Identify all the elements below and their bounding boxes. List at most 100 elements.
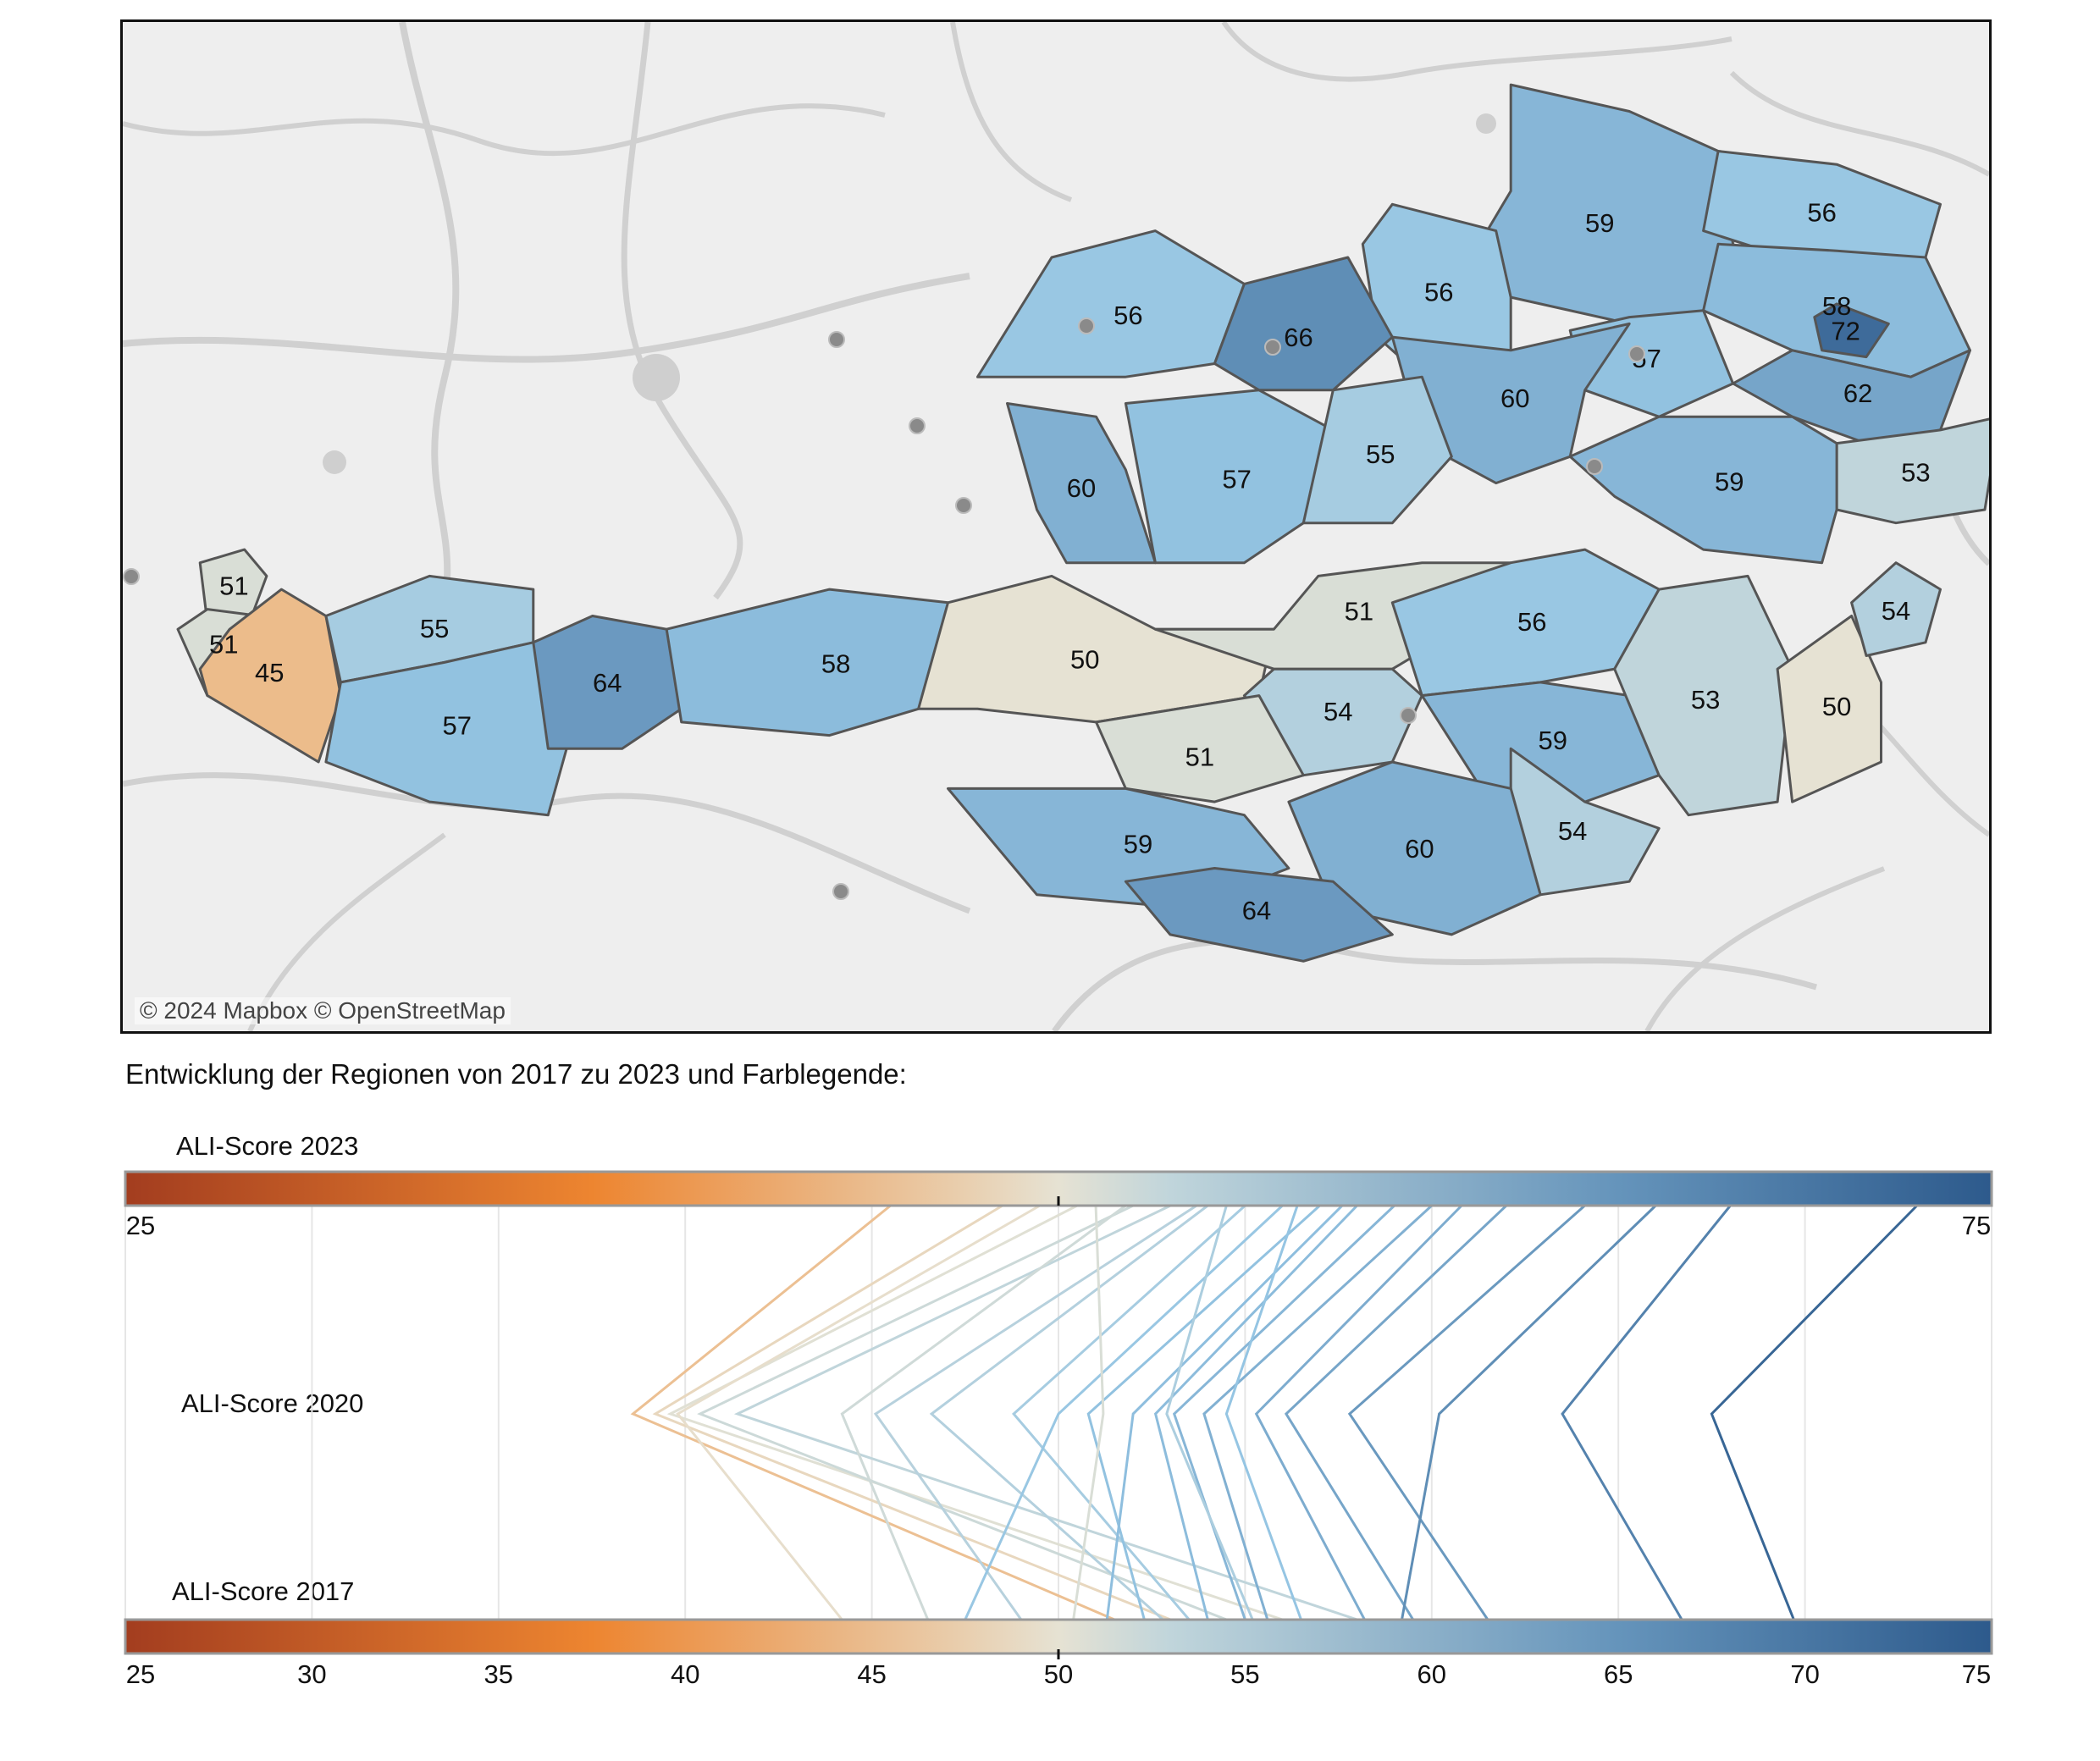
region-trend-line: [929, 1204, 1209, 1621]
region-score-label: 59: [1585, 208, 1614, 238]
region-r15[interactable]: [1568, 415, 1838, 565]
region-score-label: 64: [1242, 896, 1271, 925]
region-trend-line: [1347, 1204, 1586, 1620]
axis-title-2017: ALI-Score 2017: [172, 1576, 355, 1606]
region-score-label: 53: [1691, 685, 1720, 715]
region-score-label: 53: [1901, 458, 1930, 488]
region-score-label: 64: [593, 668, 622, 698]
region-trend-line: [1172, 1204, 1395, 1620]
city-marker: [1400, 707, 1417, 724]
region-trend-line: [1165, 1205, 1254, 1620]
tick-label-2017: 75: [1962, 1659, 1991, 1689]
region-r30[interactable]: [1776, 615, 1882, 803]
region-score-label: 51: [219, 571, 248, 600]
region-score-label: 54: [1882, 596, 1910, 626]
region-score-label: 62: [1843, 378, 1872, 408]
region-r27[interactable]: [1095, 694, 1305, 803]
tick-label-2023: 25: [126, 1211, 155, 1240]
region-score-label: 60: [1500, 384, 1529, 413]
tick-label-2023: 75: [1962, 1211, 1991, 1240]
region-score-label: 60: [1067, 473, 1096, 503]
region-score-label: 57: [1222, 464, 1251, 494]
region-score-label: 54: [1558, 816, 1587, 846]
region-r18[interactable]: [198, 588, 342, 764]
region-trend-line: [1202, 1204, 1433, 1620]
region-score-label: 60: [1405, 834, 1434, 864]
region-score-label: 54: [1324, 697, 1352, 726]
region-r10[interactable]: [1732, 349, 1971, 445]
map-panel[interactable]: 59 56 56 56 66 58 72 57 60 62 53 60 57 55 59 51 51 45 55 57…: [120, 19, 1992, 1034]
region-r14[interactable]: [1301, 375, 1453, 525]
tick-label-2017: 60: [1418, 1659, 1446, 1689]
region-score-label: 66: [1284, 323, 1312, 352]
city-marker: [955, 497, 972, 514]
region-score-label: 56: [1424, 277, 1453, 306]
tick-label-2017: 25: [126, 1659, 155, 1689]
region-score-label: 57: [443, 710, 472, 740]
region-r04[interactable]: [976, 229, 1246, 378]
region-trend-line: [733, 1204, 1358, 1621]
region-r31[interactable]: [1850, 561, 1942, 657]
region-score-label: 72: [1831, 316, 1860, 345]
region-trend-line: [1153, 1204, 1358, 1620]
ali-score-parallel-chart: 25 75 25 30 35 40 45 50 55 60 65 70 75: [124, 1170, 1993, 1689]
axis-title-2023: ALI-Score 2023: [176, 1131, 359, 1161]
city-marker: [1078, 317, 1095, 334]
city-marker: [1264, 339, 1281, 356]
region-trend-line: [1401, 1204, 1657, 1620]
region-score-label: 45: [255, 658, 284, 687]
region-trend-line: [1561, 1205, 1732, 1620]
tick-label-2017: 70: [1790, 1659, 1819, 1689]
region-trend-line: [697, 1204, 1227, 1621]
region-score-label: 56: [1114, 301, 1142, 330]
region-trend-line: [1284, 1204, 1507, 1620]
region-score-label: 59: [1539, 726, 1567, 755]
axis-title-2020: ALI-Score 2020: [181, 1388, 364, 1418]
region-trend-line: [1224, 1205, 1302, 1620]
region-score-label: 59: [1715, 467, 1744, 497]
region-score-label: 50: [1822, 692, 1851, 721]
region-trend-line: [873, 1204, 1197, 1620]
region-score-label: 56: [1807, 197, 1836, 227]
region-score-label: 56: [1517, 607, 1546, 637]
region-trend-line: [1710, 1204, 1918, 1620]
region-trend-line: [666, 1204, 1283, 1621]
map-attribution: © 2024 Mapbox © OpenStreetMap: [135, 997, 511, 1024]
region-trend-line: [1254, 1204, 1463, 1620]
tick-label-2017: 65: [1604, 1659, 1633, 1689]
city-marker: [832, 883, 849, 900]
city-marker: [1628, 345, 1645, 362]
region-score-label: 58: [1822, 291, 1851, 321]
tick-label-2017: 50: [1044, 1659, 1073, 1689]
region-trend-line: [630, 1204, 1115, 1621]
city-marker: [828, 331, 845, 348]
region-score-label: 58: [821, 649, 850, 679]
legend-caption: Entwicklung der Regionen von 2017 zu 202…: [125, 1058, 907, 1090]
tick-label-2017: 55: [1230, 1659, 1259, 1689]
tick-label-2017: 40: [671, 1659, 699, 1689]
tick-label-2017: 35: [484, 1659, 513, 1689]
region-r20[interactable]: [324, 641, 579, 817]
region-trend-line: [676, 1204, 1041, 1620]
region-trend-line: [840, 1204, 1127, 1620]
region-trend-line: [1072, 1205, 1105, 1620]
city-marker: [123, 568, 140, 585]
region-score-label: 51: [1185, 742, 1214, 772]
region-score-label: 50: [1070, 644, 1099, 674]
region-trend-line: [1086, 1204, 1321, 1620]
city-marker: [1586, 458, 1603, 475]
region-score-label: 55: [420, 614, 449, 643]
region-score-label: 51: [209, 629, 238, 659]
region-score-label: 51: [1345, 597, 1373, 627]
color-bar-2017: [124, 1618, 1993, 1655]
region-trend-line: [652, 1204, 1171, 1621]
region-r35[interactable]: [1124, 867, 1394, 963]
tick-label-2017: 45: [857, 1659, 886, 1689]
region-trend-line: [1012, 1204, 1246, 1620]
tick-label-2017: 30: [297, 1659, 326, 1689]
region-r07[interactable]: [1813, 302, 1890, 359]
city-marker: [909, 417, 926, 434]
region-score-label: 55: [1366, 439, 1395, 469]
region-score-label: 59: [1124, 830, 1152, 859]
